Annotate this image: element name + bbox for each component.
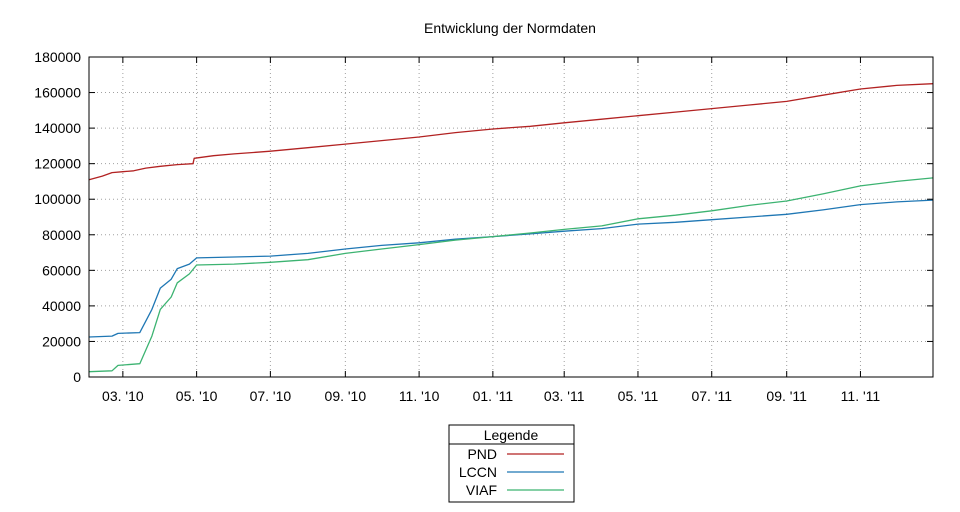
y-tick-label: 140000 [34, 120, 81, 136]
y-tick-label: 80000 [42, 227, 81, 243]
x-tick-label: 09. '11 [766, 388, 807, 404]
legend-label-viaf: VIAF [466, 482, 497, 498]
x-tick-label: 03. '10 [102, 388, 144, 404]
legend-entries: PND LCCN VIAF [459, 446, 564, 498]
plot-frame [88, 56, 934, 378]
series-line-viaf [88, 177, 934, 373]
y-tick-label: 120000 [34, 156, 81, 172]
legend-box [448, 424, 575, 503]
y-tick-label: 0 [73, 369, 81, 385]
x-tick-label: 11. '11 [841, 388, 881, 404]
y-tick-label: 40000 [42, 298, 81, 314]
y-tick-label: 60000 [42, 262, 81, 278]
legend-label-lccn: LCCN [459, 464, 497, 480]
y-tick-label: 160000 [34, 85, 81, 101]
x-axis: 03. '10 05. '10 07. '10 09. '10 11. '10 01. '… [102, 57, 880, 404]
x-tick-label: 01. '11 [473, 388, 514, 404]
y-axis: 0 20000 40000 60000 80000 100000 120000 140000 1… [34, 49, 933, 385]
chart-title: Entwicklung der Normdaten [424, 20, 596, 36]
series-lines [88, 83, 934, 373]
grid [89, 57, 933, 377]
legend-label-pnd: PND [467, 446, 497, 462]
y-tick-label: 100000 [34, 191, 81, 207]
legend-title: Legende [484, 427, 539, 443]
series-line-pnd [88, 83, 934, 181]
series-line-lccn [88, 199, 934, 338]
legend: Legende PND LCCN VIAF [448, 424, 575, 503]
y-tick-label: 180000 [34, 49, 81, 65]
x-tick-label: 05. '10 [176, 388, 218, 404]
x-tick-label: 09. '10 [325, 388, 367, 404]
x-tick-label: 03. '11 [544, 388, 585, 404]
x-tick-label: 07. '11 [691, 388, 732, 404]
x-tick-label: 11. '10 [399, 388, 440, 404]
x-tick-label: 05. '11 [618, 388, 659, 404]
x-tick-label: 07. '10 [250, 388, 292, 404]
y-tick-label: 20000 [42, 333, 81, 349]
